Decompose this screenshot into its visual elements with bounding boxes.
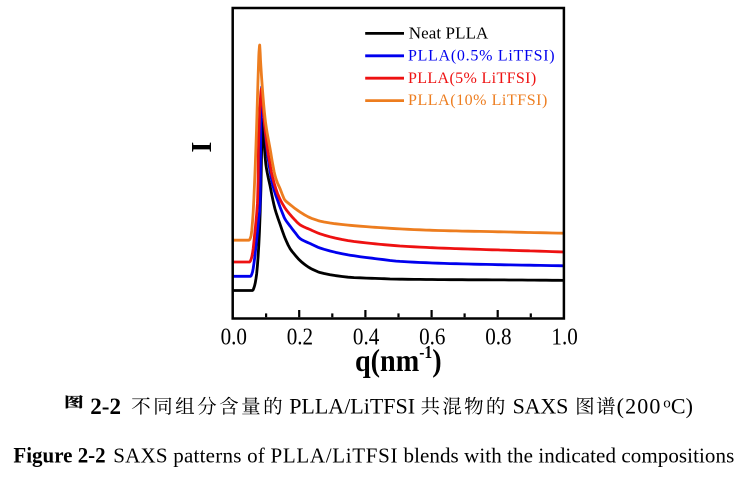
- svg-text:Neat PLLA: Neat PLLA: [409, 24, 489, 43]
- svg-text:I: I: [187, 142, 218, 153]
- svg-text:0.8: 0.8: [485, 323, 511, 350]
- svg-text:0.4: 0.4: [353, 323, 379, 350]
- svg-text:PLLA(5% LiTFSI): PLLA(5% LiTFSI): [408, 70, 537, 87]
- svg-text:Figure 2-2: Figure 2-2: [13, 443, 105, 468]
- svg-text:0.2: 0.2: [287, 323, 313, 350]
- svg-text:o: o: [663, 395, 671, 411]
- svg-text:0.0: 0.0: [221, 323, 247, 350]
- svg-text:SAXS: SAXS: [513, 394, 569, 419]
- svg-text:0.6: 0.6: [419, 323, 445, 350]
- svg-text:1.0: 1.0: [551, 323, 577, 350]
- svg-text:PLLA(0.5% LiTFSI): PLLA(0.5% LiTFSI): [408, 48, 555, 65]
- svg-text:2-2: 2-2: [90, 394, 121, 419]
- svg-text:C): C): [671, 394, 693, 419]
- svg-text:(200: (200: [617, 394, 662, 419]
- svg-text:q(nm-1): q(nm-1): [355, 342, 442, 378]
- svg-text:PLLA(10% LiTFSI): PLLA(10% LiTFSI): [408, 92, 548, 109]
- svg-text:SAXS patterns of PLLA/LiTFSI b: SAXS patterns of PLLA/LiTFSI blends with…: [113, 443, 734, 467]
- svg-text:PLLA/LiTFSI: PLLA/LiTFSI: [289, 394, 415, 419]
